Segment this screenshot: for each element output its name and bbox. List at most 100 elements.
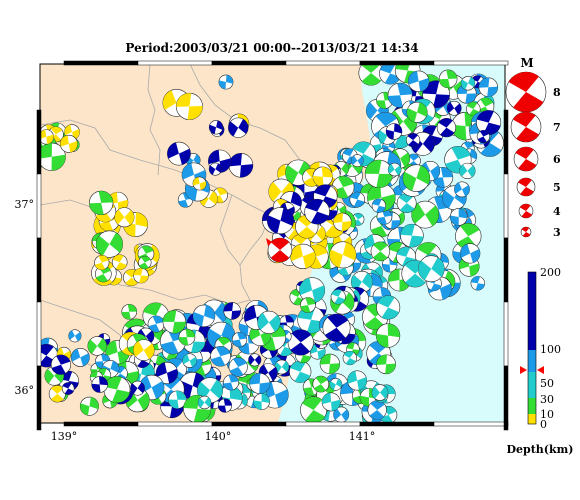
frame-tick-top (211, 60, 287, 66)
focal-mechanism (454, 181, 470, 198)
focal-mechanism (253, 393, 270, 411)
frame-tick-left (36, 109, 42, 175)
depth-tick-100: 100 (540, 343, 561, 356)
focal-mechanism (349, 191, 366, 208)
focal-mechanism (460, 76, 476, 91)
focal-mechanism (449, 208, 468, 226)
focal-mechanism (175, 92, 203, 120)
depth-tick-50: 50 (540, 377, 554, 390)
focal-mechanism (446, 100, 462, 116)
focal-mechanism (376, 354, 396, 375)
frame-tick-right (503, 301, 509, 367)
focal-mechanism (364, 159, 394, 188)
focal-mechanism (411, 200, 440, 229)
magnitude-legend-symbol (510, 111, 542, 143)
focal-mechanism (228, 153, 254, 178)
focal-mechanism (400, 223, 424, 248)
focal-mechanism (70, 348, 90, 367)
focal-mechanism (329, 378, 343, 391)
frame-tick-right (503, 173, 509, 239)
focal-mechanism (197, 395, 212, 410)
magnitude-legend-label: 3 (553, 226, 561, 239)
depth-scale-segment (528, 350, 536, 372)
frame-tick-left (36, 301, 42, 367)
focal-mechanism (300, 396, 328, 423)
focal-mechanism (304, 198, 330, 225)
epicenter-marker (266, 238, 272, 246)
focal-mechanism (347, 370, 368, 391)
lon-label-139: 139° (51, 430, 78, 443)
depth-marker-right (537, 366, 544, 374)
frame-tick-bottom (359, 421, 435, 427)
frame-tick-right (503, 109, 509, 175)
depth-scale-segment (528, 372, 536, 398)
focal-mechanism (321, 392, 341, 412)
focal-mechanism (68, 329, 82, 343)
focal-mechanism (61, 382, 75, 395)
focal-mechanism (406, 101, 428, 123)
focal-mechanism (350, 154, 364, 167)
focal-mechanism (133, 267, 149, 284)
lon-label-141: 141° (349, 430, 376, 443)
depth-scale-title: Depth(km) (507, 443, 574, 456)
frame-tick-top (285, 60, 361, 66)
focal-mechanism (79, 396, 99, 416)
frame-tick-bottom (285, 421, 361, 427)
focal-mechanism (371, 384, 389, 401)
focal-mechanism (168, 390, 187, 409)
magnitude-legend-symbol (513, 146, 539, 172)
focal-mechanism (402, 164, 431, 192)
depth-scale-segment (528, 414, 536, 424)
frame-tick-bottom (211, 421, 287, 427)
magnitude-legend-symbol (518, 203, 534, 219)
focal-mechanism (138, 255, 152, 270)
lat-label-36: 36° (15, 384, 35, 397)
focal-mechanism (103, 376, 131, 403)
focal-mechanism (266, 207, 294, 235)
focal-mechanism (95, 230, 123, 258)
frame-tick-right (503, 237, 509, 303)
depth-scale-segment (528, 272, 536, 350)
focal-mechanism (370, 241, 391, 262)
focal-mechanism (89, 190, 114, 216)
focal-mechanism (178, 328, 196, 346)
magnitude-legend-title: M (520, 56, 533, 70)
focal-mechanism (329, 241, 357, 269)
focal-mechanism (379, 64, 402, 85)
focal-mechanism (396, 193, 417, 213)
lat-label-37: 37° (15, 198, 35, 211)
focal-mechanism (40, 129, 54, 145)
focal-mechanism (248, 353, 262, 367)
focal-mechanism (470, 276, 486, 291)
focal-mechanism (94, 255, 110, 271)
focal-mechanism (376, 295, 401, 320)
focal-mechanism (312, 375, 330, 393)
focal-mechanism (130, 380, 145, 396)
focal-mechanism (228, 357, 248, 377)
focal-mechanism (121, 304, 138, 320)
focal-mechanism (436, 118, 457, 138)
magnitude-legend-symbol (520, 226, 532, 238)
frame-tick-top (137, 60, 213, 66)
focal-mechanism (376, 209, 393, 225)
focal-mechanism (460, 243, 481, 264)
focal-mechanism (210, 346, 231, 367)
map-area (40, 64, 505, 423)
focal-mechanism (155, 361, 178, 384)
focal-mechanism (342, 350, 357, 366)
focal-mechanism (208, 162, 222, 176)
focal-mechanism (162, 310, 187, 334)
frame-tick-left (36, 365, 42, 431)
focal-mechanism (192, 176, 207, 191)
frame-tick-bottom (137, 421, 213, 427)
focal-mechanism (375, 323, 401, 348)
magnitude-legend-label: 4 (553, 205, 561, 218)
focal-mechanism (223, 374, 239, 391)
focal-mechanism (312, 166, 333, 187)
focal-mechanism (114, 207, 135, 228)
lon-label-140: 140° (205, 430, 232, 443)
depth-scale (520, 271, 544, 425)
focal-mechanism (50, 354, 71, 375)
focal-mechanism (371, 198, 387, 213)
focal-mechanism (208, 149, 232, 173)
